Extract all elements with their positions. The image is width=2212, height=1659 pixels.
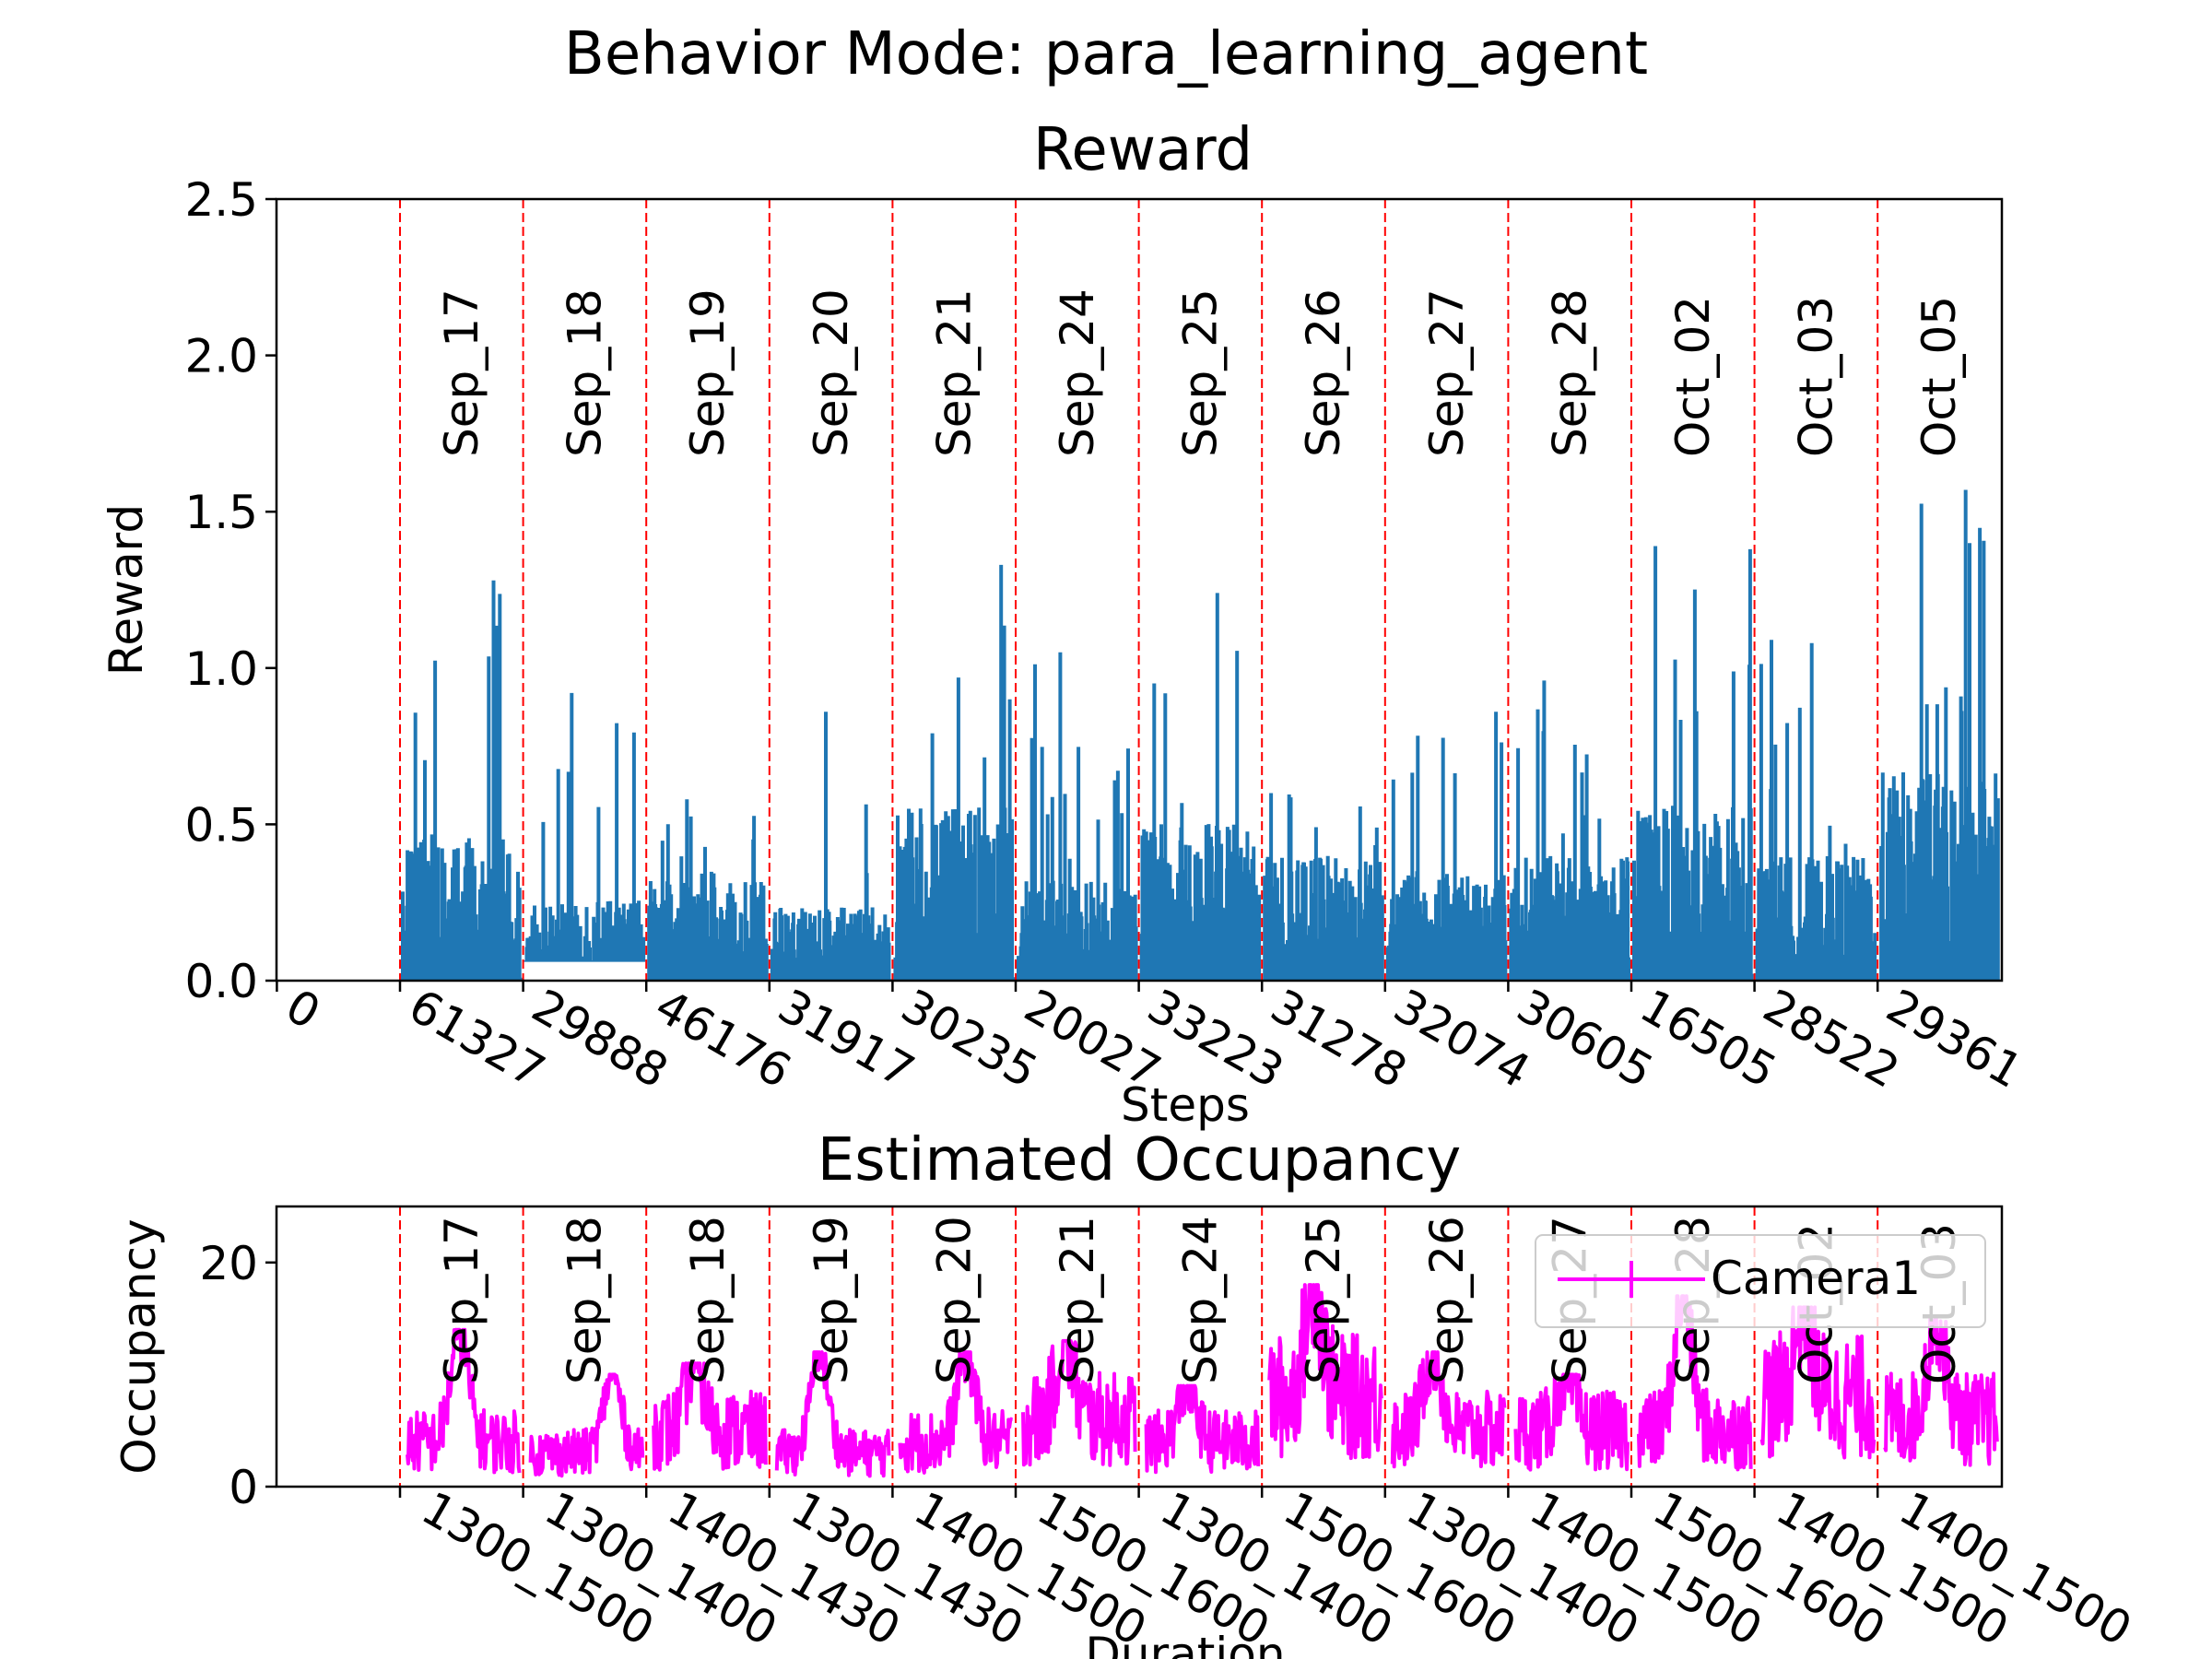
- legend-label-camera1: Camera1: [1711, 1252, 1921, 1305]
- reward-y-tick-label: 2.5: [184, 173, 258, 227]
- reward-bars: [401, 489, 2000, 981]
- reward-bars-sep_27: [1385, 712, 1508, 981]
- reward-bars-sep_24: [1017, 652, 1138, 981]
- reward-day-label: Sep_24: [1051, 288, 1104, 457]
- reward-y-tick-label: 0.5: [184, 798, 258, 852]
- occupancy-x-axis-label: Duration: [1085, 1628, 1285, 1659]
- occupancy-line-sep_18: [528, 1372, 645, 1478]
- occupancy-line-sep_26: [1390, 1350, 1507, 1469]
- reward-y-tick-label: 1.0: [184, 642, 258, 696]
- occupancy-line-sep_18: [652, 1361, 768, 1472]
- occupancy-line-sep_20: [898, 1350, 1014, 1475]
- occupancy-day-label: Sep_18: [559, 1216, 612, 1384]
- occupancy-line-oct_02: [1759, 1305, 1877, 1460]
- reward-bars-sep_17: [401, 580, 523, 981]
- occupancy-day-label: Sep_19: [805, 1216, 858, 1384]
- reward-day-label: Sep_21: [927, 288, 981, 457]
- reward-bars-sep_19: [647, 799, 769, 981]
- reward-y-tick-label: 2.0: [184, 330, 258, 383]
- figure-title: Behavior Mode: para_learning_agent: [564, 20, 1648, 88]
- occupancy-line-sep_19: [774, 1350, 891, 1478]
- occupancy-line-sep_25: [1267, 1283, 1383, 1461]
- reward-day-label: Sep_18: [559, 288, 612, 457]
- reward-y-axis: 0.0 0.5 1.0 1.5 2.0 2.5: [184, 173, 276, 1008]
- reward-day-label: Oct_02: [1666, 296, 1720, 457]
- occupancy-day-label: Sep_17: [435, 1216, 488, 1384]
- reward-day-label: Oct_03: [1790, 296, 1843, 457]
- occupancy-day-label: Sep_20: [927, 1216, 981, 1384]
- reward-bars-sep_26: [1263, 793, 1384, 981]
- occupancy-day-label: Sep_26: [1420, 1216, 1474, 1384]
- reward-bars-sep_28: [1509, 680, 1630, 981]
- reward-day-label: Sep_25: [1174, 288, 1228, 457]
- occupancy-day-label: Sep_25: [1297, 1216, 1350, 1384]
- occupancy-day-label: Sep_24: [1174, 1216, 1228, 1384]
- occupancy-chart-title: Estimated Occupancy: [818, 1126, 1461, 1194]
- reward-day-label: Oct_05: [1912, 296, 1966, 457]
- occupancy-day-label: Sep_18: [681, 1216, 735, 1384]
- occupancy-y-axis-label: Occupancy: [112, 1218, 166, 1474]
- occupancy-line-oct_03: [1883, 1316, 1999, 1467]
- occupancy-line-sep_24: [1144, 1383, 1261, 1475]
- reward-bars-sep_20: [770, 712, 892, 981]
- reward-y-tick-label: 0.0: [184, 955, 258, 1008]
- occupancy-day-dividers: [399, 1206, 1879, 1487]
- reward-day-labels: Sep_17 Sep_18 Sep_19 Sep_20 Sep_21 Sep_24 Sep_…: [435, 288, 1966, 457]
- reward-day-label: Sep_28: [1543, 288, 1596, 457]
- reward-bars-sep_18: [524, 692, 646, 962]
- occupancy-series-camera1: [406, 1283, 1999, 1478]
- occupancy-line-sep_27: [1513, 1372, 1630, 1472]
- reward-bars-oct_02: [1632, 546, 1754, 981]
- legend-frame: [1535, 1234, 1986, 1328]
- occupancy-line-sep_17: [406, 1327, 522, 1475]
- reward-day-label: Sep_26: [1297, 288, 1350, 457]
- occupancy-day-label: Sep_21: [1051, 1216, 1104, 1384]
- reward-bars-sep_21: [893, 564, 1015, 981]
- occupancy-y-tick-label: 0: [229, 1461, 258, 1514]
- occupancy-legend: Camera1: [1535, 1234, 1986, 1328]
- reward-day-label: Sep_20: [805, 288, 858, 457]
- occupancy-y-tick-label: 20: [199, 1237, 258, 1290]
- occupancy-line-sep_28: [1637, 1294, 1753, 1472]
- reward-y-tick-label: 1.5: [184, 486, 258, 539]
- reward-day-dividers: [399, 199, 1879, 981]
- reward-day-label: Sep_17: [435, 288, 488, 457]
- reward-chart-title: Reward: [1033, 116, 1253, 184]
- reward-day-label: Sep_27: [1420, 288, 1474, 457]
- reward-y-axis-label: Reward: [100, 504, 153, 676]
- occupancy-y-axis: 0 20: [199, 1237, 276, 1514]
- reward-x-axis-label: Steps: [1121, 1078, 1250, 1132]
- reward-day-label: Sep_19: [681, 288, 735, 457]
- occupancy-line-sep_21: [1021, 1338, 1137, 1467]
